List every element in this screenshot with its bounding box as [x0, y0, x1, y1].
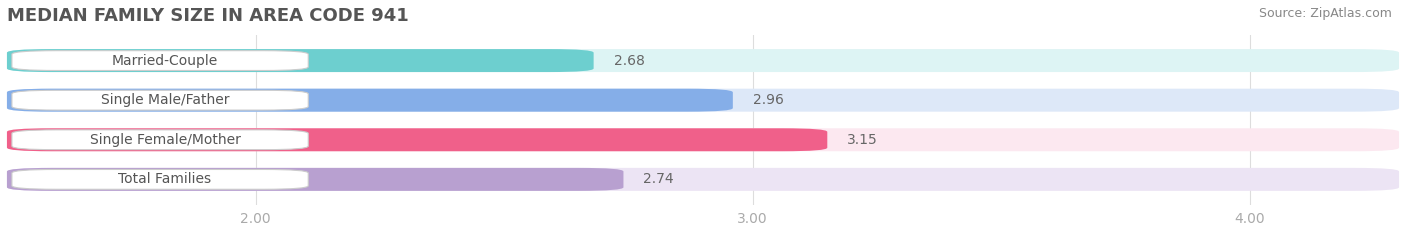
Text: MEDIAN FAMILY SIZE IN AREA CODE 941: MEDIAN FAMILY SIZE IN AREA CODE 941 — [7, 7, 409, 25]
FancyBboxPatch shape — [11, 130, 308, 150]
FancyBboxPatch shape — [7, 128, 827, 151]
Text: Total Families: Total Families — [118, 172, 212, 186]
FancyBboxPatch shape — [11, 51, 308, 70]
FancyBboxPatch shape — [7, 49, 593, 72]
FancyBboxPatch shape — [11, 169, 308, 189]
Text: 2.96: 2.96 — [752, 93, 783, 107]
Text: Single Male/Father: Single Male/Father — [101, 93, 229, 107]
FancyBboxPatch shape — [7, 128, 1399, 151]
Text: Married-Couple: Married-Couple — [112, 54, 218, 68]
FancyBboxPatch shape — [7, 168, 623, 191]
Text: Source: ZipAtlas.com: Source: ZipAtlas.com — [1258, 7, 1392, 20]
Text: 2.74: 2.74 — [644, 172, 673, 186]
FancyBboxPatch shape — [7, 49, 1399, 72]
Text: Single Female/Mother: Single Female/Mother — [90, 133, 240, 147]
FancyBboxPatch shape — [11, 90, 308, 110]
FancyBboxPatch shape — [7, 89, 733, 112]
Text: 3.15: 3.15 — [848, 133, 877, 147]
Text: 2.68: 2.68 — [613, 54, 644, 68]
FancyBboxPatch shape — [7, 168, 1399, 191]
FancyBboxPatch shape — [7, 89, 1399, 112]
